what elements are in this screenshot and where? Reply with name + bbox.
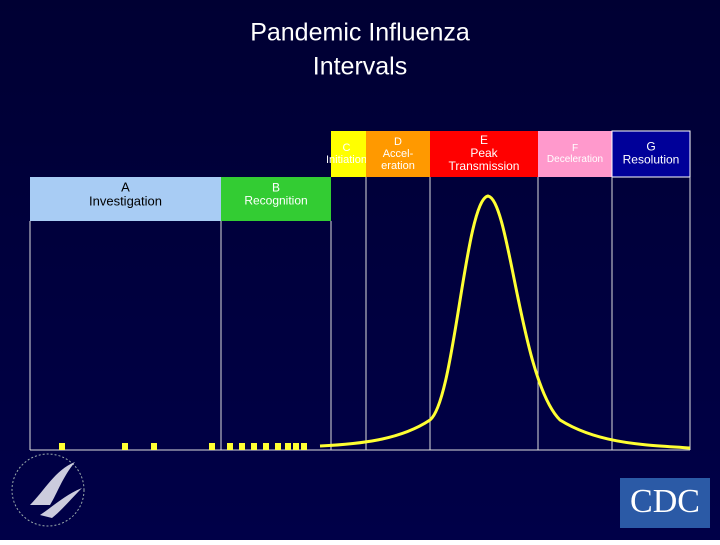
interval-letter: E	[480, 133, 488, 147]
interval-box	[331, 131, 366, 177]
interval-letter: A	[121, 179, 130, 194]
case-markers	[59, 443, 307, 450]
interval-name: Transmission	[449, 159, 520, 173]
cdc-logo: CDC	[620, 478, 710, 528]
title-line: Pandemic Influenza	[250, 19, 470, 47]
interval-name: Peak	[470, 146, 498, 160]
logo-text: CDC	[630, 483, 700, 520]
logo-eagle	[30, 462, 82, 518]
case-marker	[285, 443, 291, 450]
logo-box	[620, 478, 710, 528]
interval-name: Investigation	[89, 193, 162, 208]
interval-letter: F	[572, 143, 578, 154]
title-line: Intervals	[313, 53, 407, 81]
interval-name: Deceleration	[547, 154, 603, 165]
interval-box	[366, 131, 430, 177]
case-marker	[239, 443, 245, 450]
case-marker	[209, 443, 215, 450]
case-marker	[151, 443, 157, 450]
case-marker	[263, 443, 269, 450]
interval-name: eration	[381, 160, 415, 172]
interval-name: Accel-	[383, 148, 414, 160]
interval-letter: B	[272, 181, 280, 195]
axes	[29, 177, 691, 451]
case-marker	[227, 443, 233, 450]
interval-box	[30, 177, 221, 221]
interval-name: Resolution	[623, 153, 680, 167]
case-marker	[59, 443, 65, 450]
interval-box	[221, 177, 331, 221]
case-marker	[301, 443, 307, 450]
interval-box	[611, 130, 691, 178]
case-marker	[293, 443, 299, 450]
interval-letter: G	[646, 140, 655, 154]
case-marker	[122, 443, 128, 450]
case-marker	[275, 443, 281, 450]
case-marker	[251, 443, 257, 450]
interval-letter: C	[343, 142, 351, 154]
interval-name: Recognition	[244, 194, 307, 208]
epidemic-curve	[319, 194, 691, 450]
interval-letter: D	[394, 136, 402, 148]
interval-name: Initiation	[326, 154, 367, 166]
interval-box	[538, 131, 612, 177]
logo-ring	[11, 453, 85, 527]
interval-box	[430, 131, 538, 177]
hhs-logo	[11, 453, 85, 527]
